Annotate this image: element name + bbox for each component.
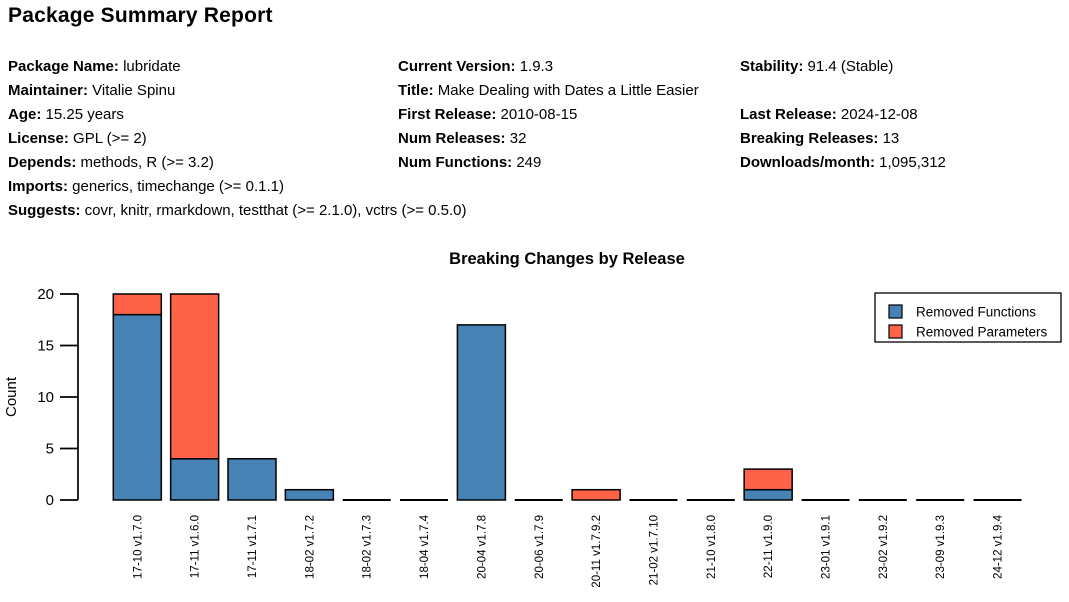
metadata-field: Stability: 91.4 (Stable) xyxy=(740,55,1063,79)
y-axis-label: Count xyxy=(3,376,20,417)
bar-segment xyxy=(169,458,220,501)
legend-label: Removed Parameters xyxy=(916,325,1048,340)
metadata-field-label: Imports: xyxy=(8,178,68,195)
bar-segment xyxy=(284,488,335,501)
metadata-field: Imports: generics, timechange (>= 0.1.1) xyxy=(8,175,398,199)
x-tick-label: 17-11 v1.7.1 xyxy=(247,515,259,578)
metadata-field-value: 1,095,312 xyxy=(875,154,946,171)
metadata-field: Title: Make Dealing with Dates a Little … xyxy=(398,79,740,103)
x-tick-label: 23-02 v1.9.2 xyxy=(878,515,890,579)
legend-swatch xyxy=(888,324,903,339)
metadata-field-label: Stability: xyxy=(740,58,804,75)
x-tick-label: 24-12 v1.9.4 xyxy=(993,514,1005,579)
bar-segment xyxy=(743,488,793,501)
breaking-changes-chart-svg: Breaking Changes by Release 0 5 10 15 20 Count… xyxy=(3,250,1062,588)
bar-segment xyxy=(169,293,220,460)
metadata-field: Breaking Releases: 13 xyxy=(740,127,1063,151)
metadata-field-value: GPL (>= 2) xyxy=(68,130,147,147)
metadata-field-label: First Release: xyxy=(398,106,497,123)
y-tick-label: 20 xyxy=(37,286,54,303)
metadata-field-label: License: xyxy=(8,130,69,147)
metadata-field-value: Vitalie Spinu xyxy=(88,82,176,99)
metadata-field-value: 1.9.3 xyxy=(515,58,554,75)
metadata-field: Num Functions: 249 xyxy=(398,151,740,175)
metadata-field-value: methods, R (>= 3.2) xyxy=(76,154,214,171)
chart-title: Breaking Changes by Release xyxy=(449,250,685,268)
bar-segment xyxy=(112,313,163,501)
metadata-field: Suggests: covr, knitr, rmarkdown, testth… xyxy=(8,199,467,223)
metadata-field: Depends: methods, R (>= 3.2) xyxy=(8,151,398,175)
metadata-field-label: Package Name: xyxy=(8,58,119,75)
y-tick-label: 15 xyxy=(37,338,54,355)
metadata-field: Last Release: 2024-12-08 xyxy=(740,103,1063,127)
x-tick-label: 17-10 v1.7.0 xyxy=(132,515,144,579)
metadata-column-2: Current Version: 1.9.3 Title: Make Dealin… xyxy=(398,55,740,223)
x-tick-label: 17-11 v1.6.0 xyxy=(190,515,202,578)
metadata-field xyxy=(740,79,1063,103)
x-tick-label: 23-09 v1.9.3 xyxy=(935,515,947,579)
metadata-field-value: 249 xyxy=(512,154,542,171)
bar-segment xyxy=(456,324,507,501)
metadata-field: Current Version: 1.9.3 xyxy=(398,55,740,79)
x-tick-label: 18-02 v1.7.3 xyxy=(362,515,374,579)
x-tick-label: 18-02 v1.7.2 xyxy=(304,515,316,579)
metadata-field: Package Name: lubridate xyxy=(8,55,398,79)
breaking-changes-chart: Breaking Changes by Release 0 5 10 15 20 Count… xyxy=(0,240,1069,602)
y-tick-label: 10 xyxy=(37,389,54,406)
x-tick-label: 20-06 v1.7.9 xyxy=(534,515,546,579)
bar-segment xyxy=(112,293,163,316)
metadata-field: Num Releases: 32 xyxy=(398,127,740,151)
bar-segment xyxy=(571,488,621,501)
metadata-column-3: Stability: 91.4 (Stable) Last Release: 2… xyxy=(740,55,1063,223)
y-tick-label: 0 xyxy=(46,492,54,509)
metadata-field-value: generics, timechange (>= 0.1.1) xyxy=(68,178,284,195)
metadata-field: License: GPL (>= 2) xyxy=(8,127,398,151)
metadata-field-label: Suggests: xyxy=(8,202,81,219)
page-title: Package Summary Report xyxy=(8,4,273,27)
metadata-field-value: 2024-12-08 xyxy=(836,106,918,123)
x-tick-label: 21-10 v1.8.0 xyxy=(706,515,718,579)
bar-segment xyxy=(227,458,277,501)
metadata-field-label: Age: xyxy=(8,106,42,123)
metadata-field-label: Current Version: xyxy=(398,58,516,75)
metadata-field: Downloads/month: 1,095,312 xyxy=(740,151,1063,175)
metadata-field-label: Maintainer: xyxy=(8,82,89,99)
metadata-field-label: Num Functions: xyxy=(398,154,513,171)
metadata-field: First Release: 2010-08-15 xyxy=(398,103,740,127)
metadata-field-value: Make Dealing with Dates a Little Easier xyxy=(433,82,699,99)
x-tick-label: 20-04 v1.7.8 xyxy=(476,515,488,579)
x-tick-label: 22-11 v1.9.0 xyxy=(763,515,775,578)
metadata-field-label: Depends: xyxy=(8,154,77,171)
metadata-field-value: lubridate xyxy=(118,58,181,75)
x-tick-label: 20-11 v1.7.9.2 xyxy=(591,515,603,588)
metadata-field-label: Num Releases: xyxy=(398,130,506,147)
legend-label: Removed Functions xyxy=(916,305,1036,320)
y-tick-label: 5 xyxy=(46,441,54,458)
metadata-field-label: Downloads/month: xyxy=(740,154,875,171)
metadata-field: Age: 15.25 years xyxy=(8,103,398,127)
metadata-field-value: 13 xyxy=(878,130,900,147)
metadata-field-value: covr, knitr, rmarkdown, testthat (>= 2.1… xyxy=(80,202,467,219)
legend-box xyxy=(874,292,1062,343)
metadata-field-label: Last Release: xyxy=(740,106,837,123)
legend-swatch xyxy=(888,304,903,319)
metadata-field-value: 15.25 years xyxy=(41,106,124,123)
metadata-column-1: Package Name: lubridate Maintainer: Vital… xyxy=(8,55,467,223)
metadata-field-label: Breaking Releases: xyxy=(740,130,879,147)
x-tick-label: 21-02 v1.7.10 xyxy=(648,515,660,585)
metadata-field-label: Title: xyxy=(398,82,434,99)
metadata-field-value: 32 xyxy=(505,130,527,147)
metadata-field: Maintainer: Vitalie Spinu xyxy=(8,79,398,103)
metadata-field-value: 91.4 (Stable) xyxy=(803,58,894,75)
bar-segment xyxy=(743,468,793,491)
x-tick-label: 18-04 v1.7.4 xyxy=(419,514,431,579)
x-tick-label: 23-01 v1.9.1 xyxy=(821,515,833,579)
metadata-grid: Package Name: lubridate Maintainer: Vital… xyxy=(8,55,1063,223)
metadata-field-value: 2010-08-15 xyxy=(496,106,578,123)
